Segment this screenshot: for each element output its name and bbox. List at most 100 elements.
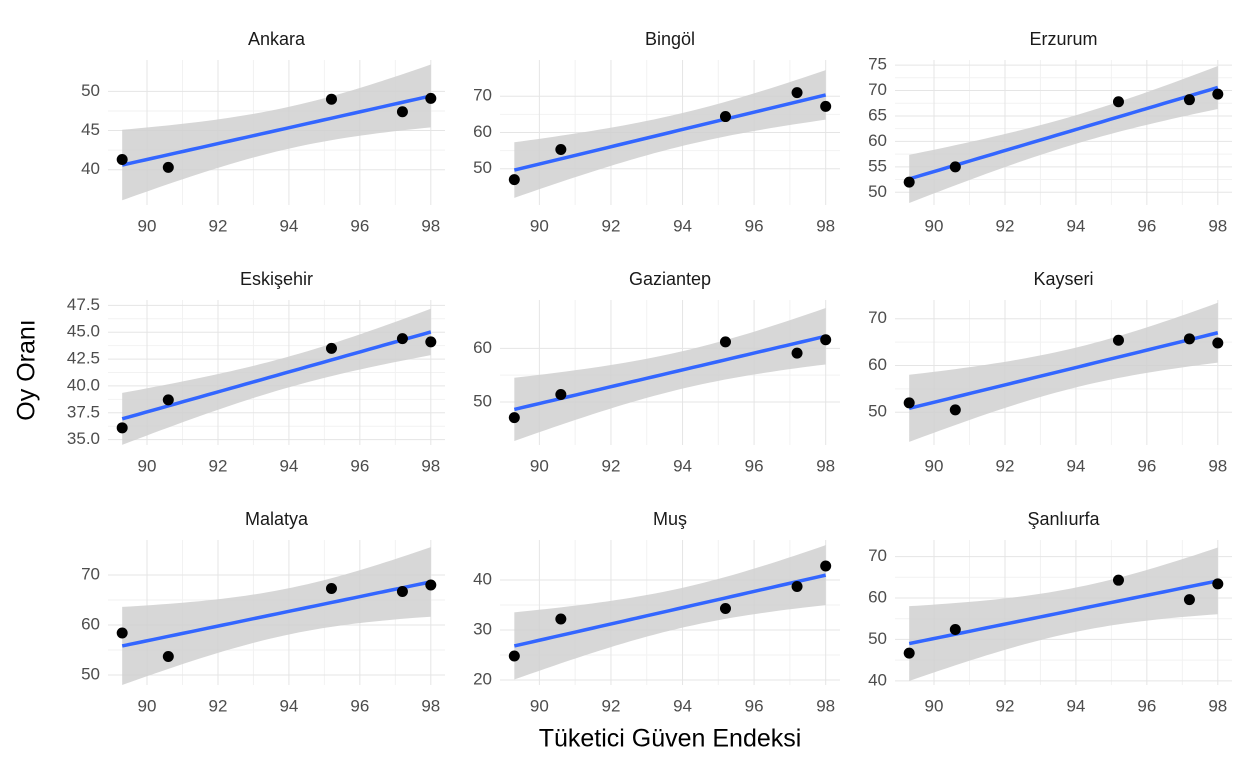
point <box>162 161 174 173</box>
y-tick-label: 75 <box>868 55 887 74</box>
point <box>116 154 128 166</box>
point <box>1183 333 1195 345</box>
fit-line <box>513 334 827 412</box>
x-axis-title: Tüketici Güven Endeksi <box>539 725 802 753</box>
y-tick-label: 45 <box>81 120 100 139</box>
y-tick-label: 55 <box>868 156 887 175</box>
y-tick-label: 70 <box>868 308 887 327</box>
point <box>425 336 437 348</box>
point <box>719 336 731 348</box>
x-tick-label: 92 <box>601 696 620 715</box>
point <box>425 579 437 591</box>
y-tick-label: 60 <box>868 587 887 606</box>
point <box>791 347 803 359</box>
x-tick-label: 94 <box>279 696 298 715</box>
point <box>396 586 408 597</box>
x-tick-label: 90 <box>925 216 944 235</box>
y-tick-label: 35.0 <box>67 429 100 448</box>
x-tick-label: 90 <box>925 696 944 715</box>
confidence-band <box>514 545 826 680</box>
point <box>949 623 961 635</box>
x-tick-label: 98 <box>816 696 835 715</box>
y-tick-label: 45.0 <box>67 322 100 341</box>
x-tick-label: 96 <box>350 696 369 715</box>
panel-title: Bingöl <box>645 29 695 49</box>
point <box>325 93 337 105</box>
x-tick-label: 90 <box>925 456 944 475</box>
point <box>820 560 832 572</box>
x-tick-label: 94 <box>1066 456 1085 475</box>
x-tick-label: 96 <box>1137 696 1156 715</box>
y-tick-label: 50 <box>473 392 492 411</box>
point <box>1183 94 1195 106</box>
x-tick-label: 94 <box>279 456 298 475</box>
panel-title: Eskişehir <box>240 269 313 289</box>
fit-line <box>121 94 432 167</box>
fit-line <box>908 331 1219 411</box>
point <box>1112 96 1124 108</box>
y-tick-label: 60 <box>473 338 492 357</box>
x-tick-label: 98 <box>1208 696 1227 715</box>
point <box>325 583 337 594</box>
y-tick-label: 70 <box>868 546 887 565</box>
y-tick-label: 60 <box>868 355 887 374</box>
y-tick-label: 50 <box>81 664 100 683</box>
x-tick-label: 96 <box>745 456 764 475</box>
y-tick-label: 60 <box>81 614 100 633</box>
y-tick-label: 50 <box>868 629 887 648</box>
confidence-band <box>122 547 431 685</box>
y-tick-label: 65 <box>868 105 887 124</box>
x-tick-label: 96 <box>350 216 369 235</box>
x-tick-label: 92 <box>996 216 1015 235</box>
x-tick-label: 94 <box>673 216 692 235</box>
x-tick-label: 98 <box>421 456 440 475</box>
point <box>555 613 567 625</box>
y-tick-label: 40.0 <box>67 375 100 394</box>
y-tick-label: 40 <box>473 569 492 588</box>
point <box>508 650 520 662</box>
x-tick-label: 96 <box>1137 456 1156 475</box>
point <box>820 334 832 346</box>
point <box>1112 334 1124 346</box>
fit-line <box>908 579 1219 646</box>
x-tick-label: 94 <box>673 696 692 715</box>
point <box>425 92 437 104</box>
x-tick-label: 90 <box>530 216 549 235</box>
fit-line <box>908 85 1219 181</box>
point <box>1112 574 1124 586</box>
panel-title: Muş <box>653 509 687 529</box>
y-tick-label: 50 <box>473 158 492 177</box>
point <box>162 394 174 406</box>
x-tick-label: 92 <box>601 456 620 475</box>
y-tick-label: 20 <box>473 669 492 688</box>
x-tick-label: 96 <box>350 456 369 475</box>
x-tick-label: 98 <box>1208 216 1227 235</box>
panel-title: Şanlıurfa <box>1027 509 1100 529</box>
y-tick-label: 70 <box>81 564 100 583</box>
x-tick-label: 94 <box>279 216 298 235</box>
y-tick-label: 50 <box>81 81 100 100</box>
y-tick-label: 30 <box>473 619 492 638</box>
x-tick-label: 90 <box>530 696 549 715</box>
point <box>791 87 803 99</box>
x-tick-label: 98 <box>1208 456 1227 475</box>
y-tick-label: 40 <box>868 670 887 689</box>
point <box>791 581 803 592</box>
y-axis-title: Oy Oranı <box>13 319 41 420</box>
x-tick-label: 98 <box>421 696 440 715</box>
panel-title: Gaziantep <box>629 269 711 289</box>
point <box>719 111 731 123</box>
y-tick-label: 37.5 <box>67 402 100 421</box>
fit-line <box>121 330 432 421</box>
panel-title: Ankara <box>248 29 306 49</box>
x-tick-label: 96 <box>745 696 764 715</box>
confidence-band <box>122 64 431 201</box>
confidence-band <box>909 547 1218 681</box>
point <box>1212 578 1224 590</box>
point <box>949 161 961 173</box>
panel-title: Erzurum <box>1029 29 1097 49</box>
point <box>508 174 520 186</box>
y-tick-label: 70 <box>473 86 492 105</box>
panel-title: Kayseri <box>1033 269 1093 289</box>
point <box>116 422 128 434</box>
